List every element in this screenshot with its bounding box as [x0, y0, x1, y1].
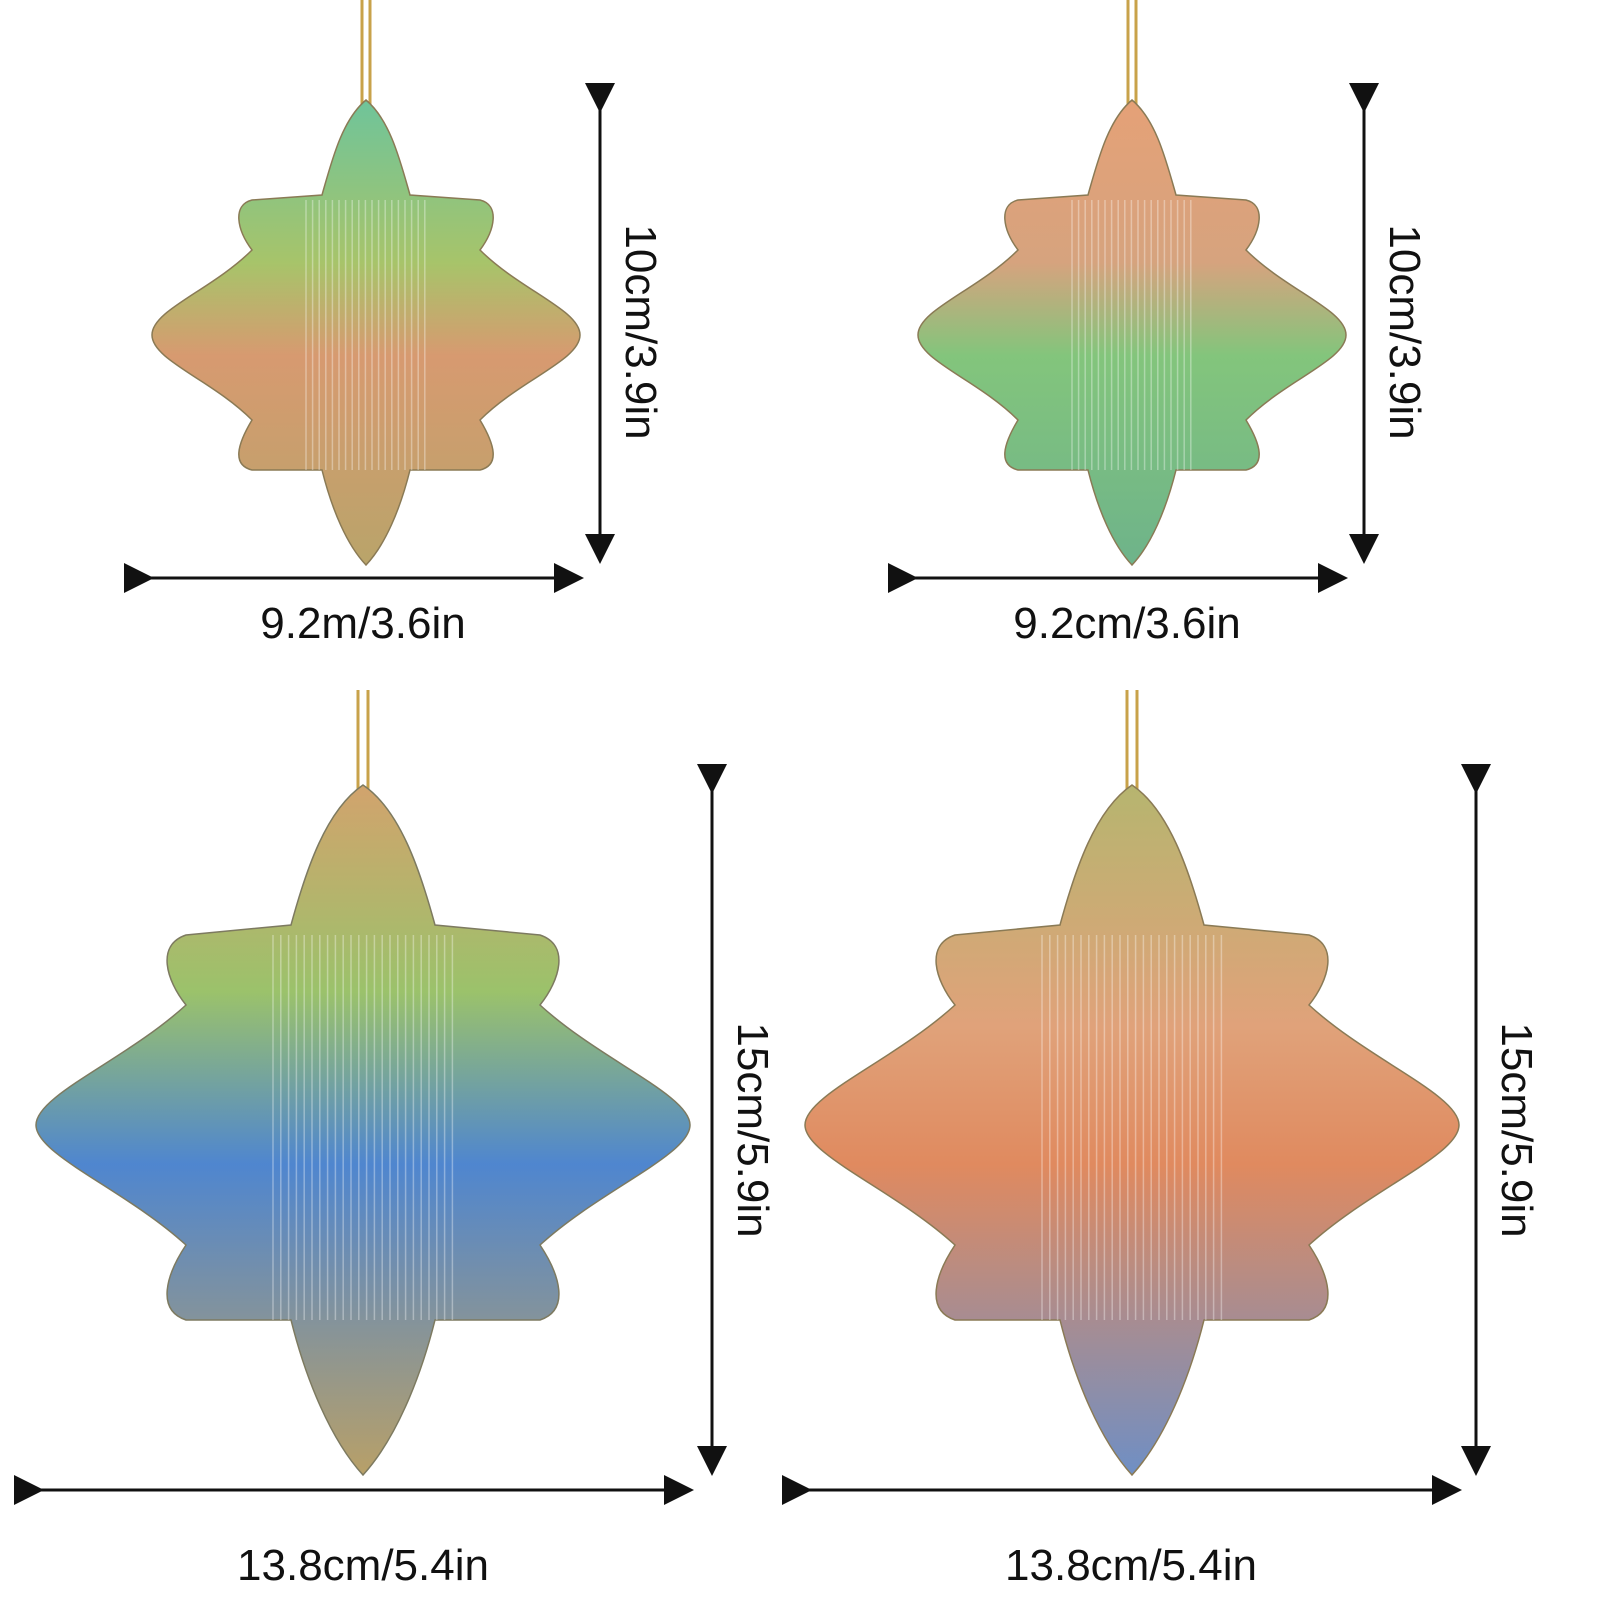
height-label: 10cm/3.9in	[1380, 224, 1429, 439]
honeycomb-body	[35, 784, 691, 1477]
width-label: 9.2m/3.6in	[260, 599, 465, 648]
ornament-large-blue	[35, 690, 691, 1477]
ornament-large-peach	[804, 690, 1460, 1477]
honeycomb-body	[804, 784, 1460, 1477]
height-label: 15cm/5.9in	[728, 1022, 777, 1237]
width-label: 13.8cm/5.4in	[1005, 1541, 1257, 1590]
width-label: 9.2cm/3.6in	[1013, 599, 1240, 648]
height-label: 15cm/5.9in	[1492, 1022, 1541, 1237]
dimension-lines	[14, 83, 1491, 1505]
pleat-lines	[272, 200, 1223, 1320]
height-label: 10cm/3.9in	[616, 224, 665, 439]
width-label: 13.8cm/5.4in	[237, 1541, 489, 1590]
